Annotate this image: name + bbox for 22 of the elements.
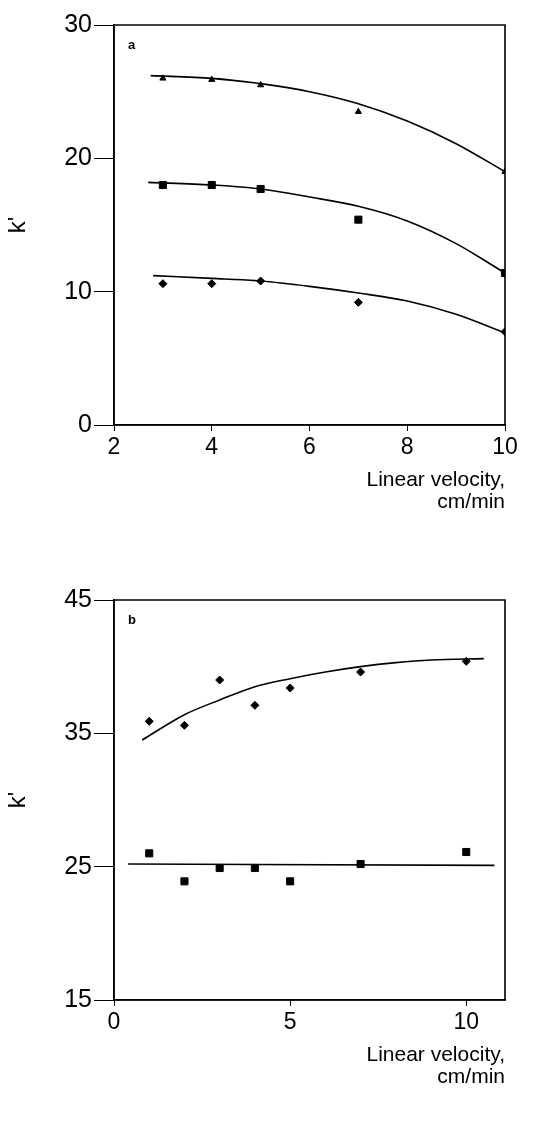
annotation: b — [128, 612, 136, 628]
y-axis-title: k' — [3, 216, 31, 234]
y-tick-label: 15 — [64, 983, 92, 1012]
y-tick-label: 0 — [78, 408, 92, 437]
y-tick-label: 10 — [64, 275, 92, 304]
x-axis-title: Linear velocity, cm/min — [366, 466, 505, 512]
y-tick-label: 30 — [64, 8, 92, 37]
y-tick-label: 35 — [64, 717, 92, 746]
y-tick-label: 45 — [64, 583, 92, 612]
y-tick-label: 25 — [64, 850, 92, 879]
x-tick-label: 8 — [400, 433, 414, 460]
x-tick-label: 2 — [107, 433, 121, 460]
x-tick-label: 10 — [492, 433, 518, 460]
y-axis-title: k' — [3, 791, 31, 809]
x-tick-label: 0 — [107, 1008, 121, 1035]
annotation: a — [128, 37, 136, 53]
x-axis-title: Linear velocity, cm/min — [366, 1041, 505, 1087]
x-tick-label: 10 — [453, 1008, 480, 1035]
x-tick-label: 4 — [205, 433, 219, 460]
y-tick-label: 20 — [64, 142, 92, 171]
x-tick-label: 5 — [283, 1008, 297, 1035]
x-tick-label: 6 — [303, 433, 316, 460]
